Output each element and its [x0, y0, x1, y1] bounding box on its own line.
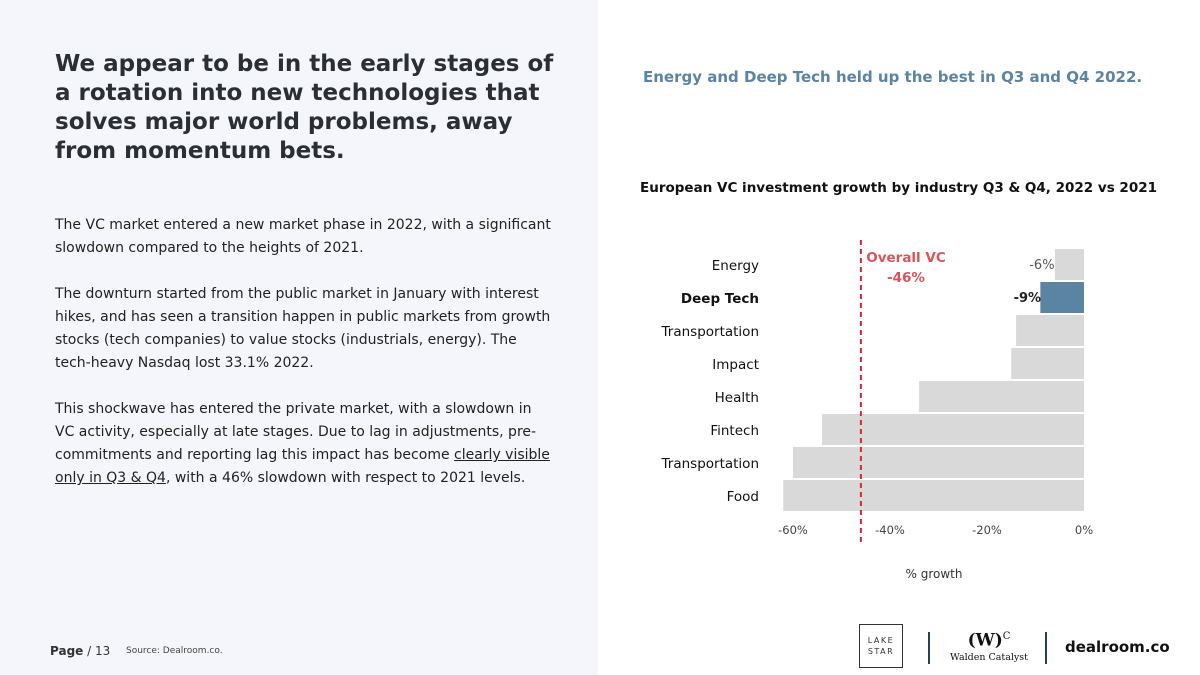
insight-heading: Energy and Deep Tech held up the best in…: [643, 68, 1143, 86]
overall-vc-value: -46%: [887, 270, 925, 286]
page-number: / 13: [87, 644, 111, 658]
lakestar-logo: LAKE STAR: [859, 624, 903, 668]
paragraph-3-start: This shockwave has entered the private m…: [55, 401, 537, 463]
logo-divider: [1045, 632, 1047, 664]
bar-deep-tech: [1040, 282, 1084, 313]
bar-health: [919, 381, 1084, 412]
category-label: Fintech: [710, 423, 759, 439]
left-panel: [0, 0, 598, 675]
category-label: Energy: [712, 258, 759, 274]
source-note: Source: Dealroom.co.: [126, 646, 223, 656]
page-footer: Page / 13 Source: Dealroom.co.: [50, 644, 223, 658]
category-label: Transportation: [661, 456, 759, 472]
x-axis-label: % growth: [906, 567, 963, 581]
bar-energy: [1054, 249, 1084, 280]
bar-food: [783, 480, 1084, 511]
category-label: Impact: [712, 357, 759, 373]
logo-divider: [928, 632, 930, 664]
bar-impact: [1011, 348, 1084, 379]
lakestar-logo-line1: LAKE: [867, 636, 895, 645]
category-label: Deep Tech: [681, 291, 759, 307]
paragraph-3-end: , with a 46% slowdown with respect to 20…: [165, 470, 526, 486]
walden-name: Walden Catalyst: [950, 651, 1028, 663]
x-tick-label: 0%: [1075, 523, 1093, 537]
x-tick-label: -40%: [875, 523, 905, 537]
paragraph-2: The downturn started from the public mar…: [55, 286, 551, 371]
x-tick-label: -20%: [972, 523, 1002, 537]
industry-growth-chart: Energy -6% Deep Tech -9% Transportation Impac…: [661, 240, 1093, 581]
walden-mark-sup: C: [1002, 631, 1011, 642]
data-label: -6%: [1029, 258, 1054, 273]
category-label: Health: [715, 390, 759, 406]
walden-catalyst-logo: (W)C Walden Catalyst: [944, 626, 1034, 664]
paragraph-1: The VC market entered a new market phase…: [55, 217, 551, 256]
bar-fintech: [822, 414, 1084, 445]
category-label: Food: [727, 489, 759, 505]
category-label: Transportation: [661, 324, 759, 340]
overall-vc-label: Overall VC: [866, 250, 946, 266]
clearly-visible-link[interactable]: clearly visible only in Q3 & Q4: [55, 447, 550, 486]
paragraph-3: This shockwave has entered the private m…: [55, 398, 555, 490]
data-label: -9%: [1014, 291, 1041, 306]
dealroom-logo: dealroom.co: [1065, 638, 1170, 656]
chart-title: European VC investment growth by industr…: [640, 180, 1158, 196]
bar-transportation: [793, 447, 1084, 478]
page-label: Page: [50, 644, 84, 658]
bar-transportation: [1016, 315, 1084, 346]
walden-mark: (W): [967, 630, 1003, 651]
headline: We appear to be in the early stages of a…: [55, 51, 554, 164]
body-text: The VC market entered a new market phase…: [55, 214, 555, 513]
x-tick-label: -60%: [778, 523, 808, 537]
lakestar-logo-line2: STAR: [867, 647, 895, 656]
